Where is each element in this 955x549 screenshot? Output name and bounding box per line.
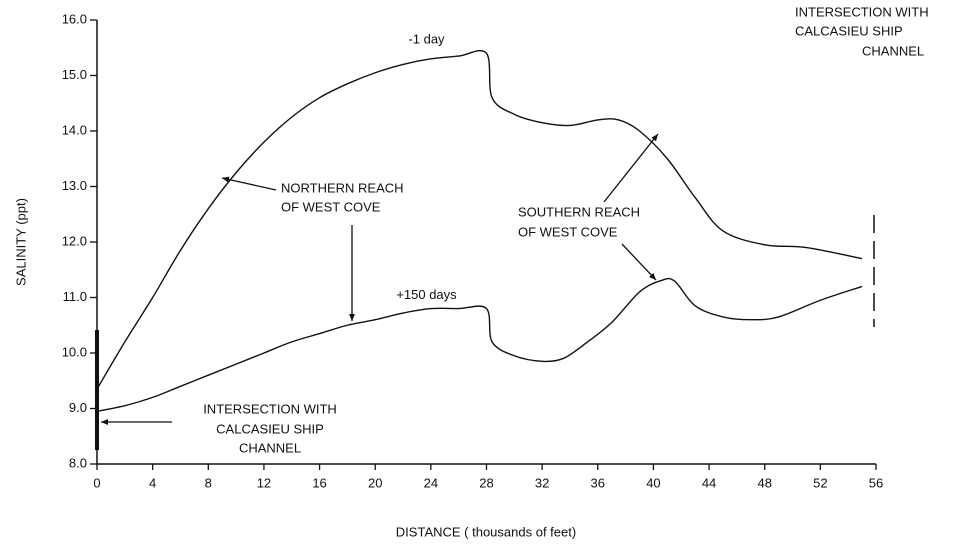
annotation: CHANNEL	[862, 43, 924, 58]
arrow	[603, 133, 659, 203]
y-tick-label: 10.0	[62, 344, 87, 359]
annotation: INTERSECTION WITH	[203, 401, 337, 416]
x-tick-label: 24	[424, 475, 438, 490]
x-tick-label: 56	[869, 475, 883, 490]
arrow	[221, 176, 277, 191]
annotation: CHANNEL	[239, 440, 301, 455]
x-tick-label: 52	[813, 475, 827, 490]
x-tick-label: 12	[257, 475, 271, 490]
y-tick-label: 9.0	[69, 400, 87, 415]
x-tick-label: 0	[93, 475, 100, 490]
annotation: OF WEST COVE	[281, 199, 381, 214]
x-tick-label: 28	[479, 475, 493, 490]
arrow	[621, 243, 657, 281]
x-tick-label: 8	[205, 475, 212, 490]
x-tick-label: 40	[646, 475, 660, 490]
annotation: SOUTHERN REACH	[518, 204, 640, 219]
y-tick-label: 14.0	[62, 122, 87, 137]
y-tick-label: 13.0	[62, 178, 87, 193]
y-tick-label: 16.0	[62, 11, 87, 26]
series-label: +150 days	[396, 287, 457, 302]
y-axis-label: SALINITY (ppt)	[13, 198, 28, 286]
x-axis-label: DISTANCE ( thousands of feet)	[396, 524, 576, 539]
annotation: NORTHERN REACH	[281, 180, 404, 195]
x-tick-label: 16	[312, 475, 326, 490]
y-tick-label: 15.0	[62, 67, 87, 82]
series-line	[96, 49, 863, 390]
series-label: -1 day	[408, 32, 445, 47]
x-tick-label: 44	[702, 475, 716, 490]
y-tick-label: 12.0	[62, 233, 87, 248]
annotation: CALCASIEU SHIP	[216, 421, 324, 436]
series-line	[96, 277, 863, 412]
x-tick-label: 20	[368, 475, 382, 490]
y-tick-label: 11.0	[63, 289, 87, 304]
y-tick-label: 8.0	[69, 455, 87, 470]
x-tick-label: 32	[535, 475, 549, 490]
annotation: INTERSECTION WITH	[795, 4, 929, 19]
annotation: OF WEST COVE	[518, 224, 618, 239]
x-tick-label: 4	[149, 475, 156, 490]
x-tick-label: 36	[591, 475, 605, 490]
annotation: CALCASIEU SHIP	[795, 23, 903, 38]
x-tick-label: 48	[757, 475, 771, 490]
